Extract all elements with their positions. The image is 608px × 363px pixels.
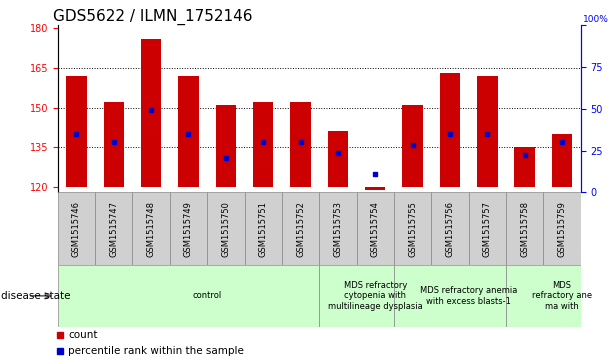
Bar — [514, 147, 535, 187]
Text: GSM1515748: GSM1515748 — [147, 201, 156, 257]
Bar — [402, 105, 423, 187]
Text: GSM1515759: GSM1515759 — [558, 201, 567, 257]
Text: GSM1515755: GSM1515755 — [408, 201, 417, 257]
Text: 100%: 100% — [584, 15, 608, 24]
Bar — [328, 131, 348, 187]
Text: GSM1515754: GSM1515754 — [371, 201, 380, 257]
Text: GSM1515758: GSM1515758 — [520, 201, 529, 257]
FancyBboxPatch shape — [207, 192, 244, 265]
Bar — [477, 76, 497, 187]
Text: GSM1515752: GSM1515752 — [296, 201, 305, 257]
FancyBboxPatch shape — [244, 192, 282, 265]
Text: GSM1515756: GSM1515756 — [446, 201, 454, 257]
Bar — [66, 76, 87, 187]
FancyBboxPatch shape — [319, 265, 394, 327]
Text: GSM1515753: GSM1515753 — [333, 201, 342, 257]
Text: count: count — [68, 330, 98, 340]
FancyBboxPatch shape — [58, 265, 319, 327]
Bar — [551, 134, 572, 187]
FancyBboxPatch shape — [58, 192, 95, 265]
FancyBboxPatch shape — [469, 192, 506, 265]
Text: GDS5622 / ILMN_1752146: GDS5622 / ILMN_1752146 — [52, 9, 252, 25]
FancyBboxPatch shape — [506, 192, 544, 265]
FancyBboxPatch shape — [170, 192, 207, 265]
Text: MDS refractory anemia
with excess blasts-1: MDS refractory anemia with excess blasts… — [420, 286, 517, 306]
Text: disease state: disease state — [1, 291, 70, 301]
Text: GSM1515751: GSM1515751 — [258, 201, 268, 257]
Text: percentile rank within the sample: percentile rank within the sample — [68, 346, 244, 356]
Bar — [253, 102, 274, 187]
FancyBboxPatch shape — [282, 192, 319, 265]
FancyBboxPatch shape — [544, 192, 581, 265]
Bar — [141, 39, 161, 187]
FancyBboxPatch shape — [394, 192, 431, 265]
Bar — [440, 73, 460, 187]
Bar — [216, 105, 236, 187]
FancyBboxPatch shape — [319, 192, 356, 265]
FancyBboxPatch shape — [95, 192, 133, 265]
FancyBboxPatch shape — [356, 192, 394, 265]
Bar — [365, 187, 385, 190]
Text: GSM1515757: GSM1515757 — [483, 201, 492, 257]
Text: GSM1515750: GSM1515750 — [221, 201, 230, 257]
Text: GSM1515746: GSM1515746 — [72, 201, 81, 257]
Bar — [290, 102, 311, 187]
Text: MDS refractory
cytopenia with
multilineage dysplasia: MDS refractory cytopenia with multilinea… — [328, 281, 423, 311]
Text: GSM1515749: GSM1515749 — [184, 201, 193, 257]
FancyBboxPatch shape — [431, 192, 469, 265]
FancyBboxPatch shape — [394, 265, 506, 327]
FancyBboxPatch shape — [133, 192, 170, 265]
Bar — [178, 76, 199, 187]
Text: GSM1515747: GSM1515747 — [109, 201, 119, 257]
Bar — [103, 102, 124, 187]
Text: control: control — [193, 291, 222, 300]
Text: MDS
refractory ane
ma with: MDS refractory ane ma with — [532, 281, 592, 311]
FancyBboxPatch shape — [506, 265, 581, 327]
